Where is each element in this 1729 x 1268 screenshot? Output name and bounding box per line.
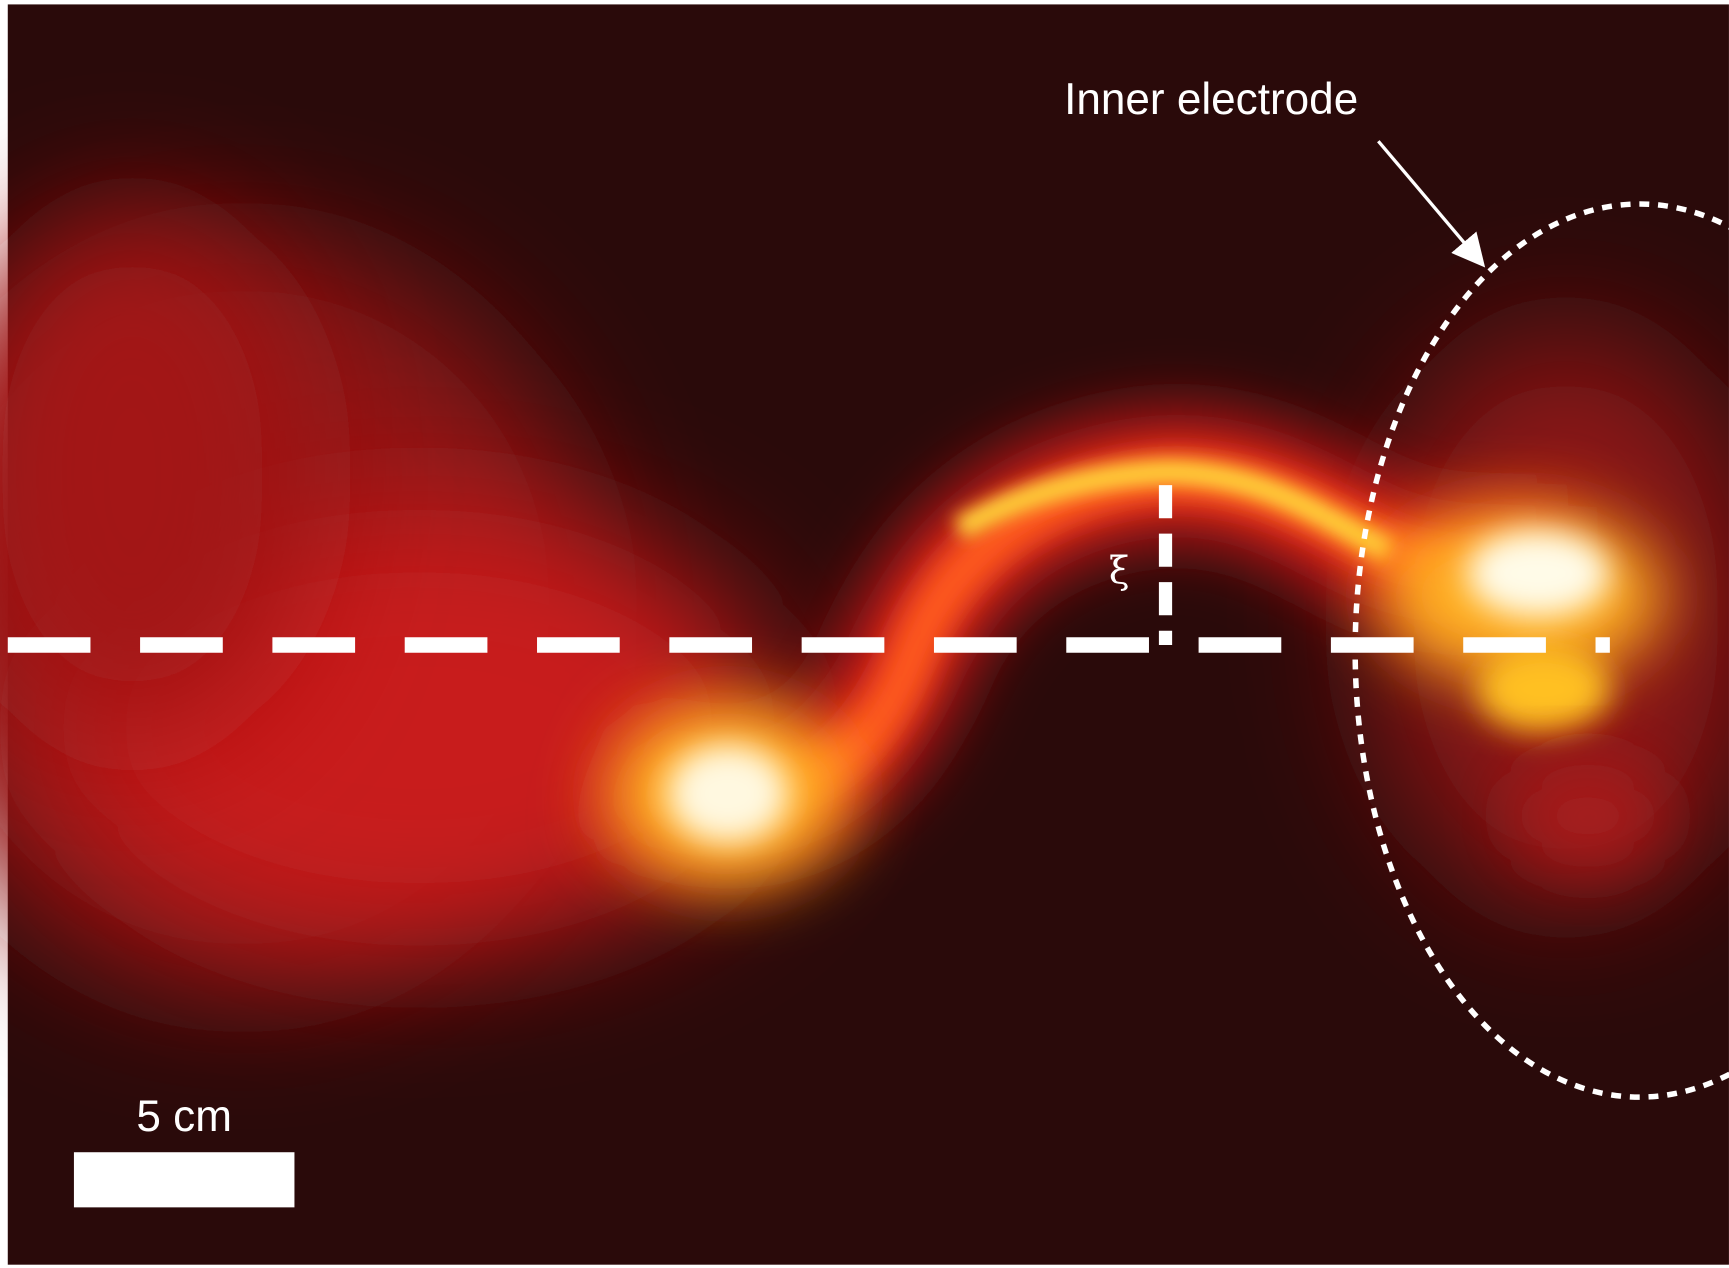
scale-bar: [74, 1152, 295, 1207]
plasma-image: ξ Inner electrode 5 cm: [0, 0, 1729, 1268]
electrode-label: Inner electrode: [1064, 75, 1358, 124]
displacement-symbol: ξ: [1109, 548, 1130, 592]
scale-bar-label: 5 cm: [136, 1092, 232, 1141]
page: ξ Inner electrode 5 cm (() => { const da…: [0, 0, 1729, 1268]
